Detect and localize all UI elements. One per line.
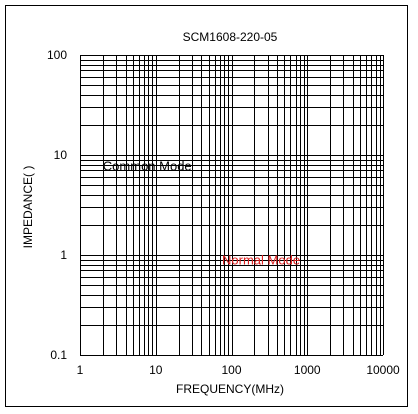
y-tick-label: 1 <box>60 248 67 262</box>
y-axis-label: IMPEDANCE( ) <box>21 166 35 249</box>
x-tick-label: 10 <box>149 363 163 377</box>
y-tick-label: 0.1 <box>50 348 67 362</box>
normal-mode-label: Normal Mode <box>222 253 300 268</box>
x-tick-label: 1000 <box>294 363 321 377</box>
x-axis-label: FREQUENCY(MHz) <box>176 382 284 396</box>
chart-frame <box>5 5 408 407</box>
x-tick-label: 1 <box>77 363 84 377</box>
x-tick-label: 10000 <box>366 363 400 377</box>
y-tick-label: 100 <box>47 48 67 62</box>
chart-title: SCM1608-220-05 <box>183 30 278 44</box>
y-tick-label: 10 <box>54 148 68 162</box>
common-mode-label: Common Mode <box>103 158 192 173</box>
x-tick-label: 100 <box>221 363 241 377</box>
